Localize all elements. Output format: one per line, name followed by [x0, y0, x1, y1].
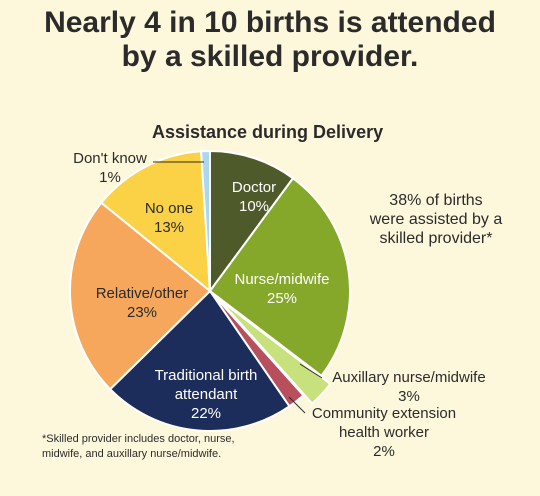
- pie-slice-auxillary-nurse-midwife: [218, 298, 332, 405]
- slice-name-relative-other: Relative/other: [96, 285, 189, 302]
- slice-value-community-extension-health-worker: 2%: [373, 443, 395, 460]
- chart-headline: Nearly 4 in 10 births is attended by a s…: [0, 6, 540, 74]
- footnote-line-1: *Skilled provider includes doctor, nurse…: [42, 433, 235, 445]
- slice-label-no-one: No one 13%: [145, 200, 193, 236]
- pie-slice-nurse-midwife: [208, 176, 351, 378]
- annotation-line-2: were assisted by a: [369, 211, 503, 228]
- slice-name-traditional-birth-attendant: Traditional birth: [155, 367, 258, 384]
- slice-value-traditional-birth-attendant: 22%: [191, 405, 221, 422]
- leader-line-community-extension-health-worker: [288, 396, 306, 414]
- annotation-line-1: 38% of births: [389, 192, 483, 209]
- slice-label-doctor: Doctor 10%: [232, 179, 276, 215]
- slice-label-traditional-birth-attendant: Traditional birth attendant 22%: [155, 367, 258, 422]
- pie-slice-don-t-know: [200, 149, 211, 292]
- slice-name-community-extension-health-worker: Community extension: [312, 405, 456, 422]
- headline-line-1: Nearly 4 in 10 births is attended: [44, 6, 496, 39]
- slice-name-traditional-birth-attendant: attendant: [175, 386, 238, 403]
- slice-label-don-t-know: Don't know 1%: [73, 150, 147, 186]
- slice-value-doctor: 10%: [239, 198, 269, 215]
- slice-label-relative-other: Relative/other 23%: [96, 285, 189, 321]
- footnote-line-2: midwife, and auxillary nurse/midwife.: [42, 448, 222, 460]
- slice-value-nurse-midwife: 25%: [267, 290, 297, 307]
- slice-value-auxillary-nurse-midwife: 3%: [398, 388, 420, 405]
- chart-title: Assistance during Delivery: [152, 122, 384, 142]
- slice-value-no-one: 13%: [154, 219, 184, 236]
- slice-name-no-one: No one: [145, 200, 193, 217]
- pie-slice-doctor: [209, 149, 295, 295]
- slice-value-relative-other: 23%: [127, 304, 157, 321]
- slice-name-don-t-know: Don't know: [73, 150, 147, 167]
- pie-slice-no-one: [99, 150, 212, 294]
- slice-label-community-extension-health-worker: Community extension health worker 2%: [312, 405, 456, 460]
- slice-label-auxillary-nurse-midwife: Auxillary nurse/midwife 3%: [332, 369, 485, 405]
- skilled-provider-annotation: 38% of births were assisted by a skilled…: [356, 191, 516, 248]
- pie-slice-traditional-birth-attendant: [108, 289, 291, 432]
- slice-name-doctor: Doctor: [232, 179, 276, 196]
- pie-slice-relative-other: [69, 201, 212, 391]
- slice-name-auxillary-nurse-midwife: Auxillary nurse/midwife: [332, 369, 485, 386]
- footnote: *Skilled provider includes doctor, nurse…: [42, 432, 282, 462]
- slice-name-community-extension-health-worker: health worker: [339, 424, 429, 441]
- slice-value-don-t-know: 1%: [99, 169, 121, 186]
- slice-name-nurse-midwife: Nurse/midwife: [234, 271, 329, 288]
- slice-label-nurse-midwife: Nurse/midwife 25%: [234, 271, 329, 307]
- leader-line-auxillary-nurse-midwife: [299, 363, 323, 379]
- annotation-line-3: skilled provider*: [379, 230, 493, 247]
- headline-line-2: by a skilled provider.: [121, 40, 419, 73]
